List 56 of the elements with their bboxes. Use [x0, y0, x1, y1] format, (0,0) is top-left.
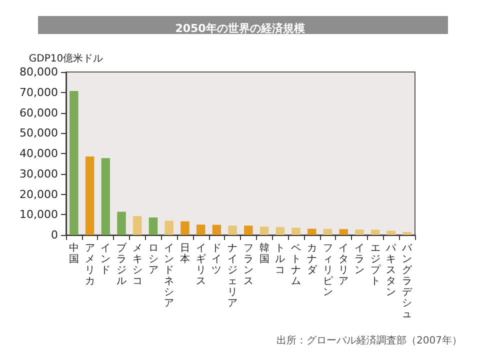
x-tick-label: ドイツ: [212, 243, 222, 276]
bar: [308, 228, 316, 235]
bar: [133, 216, 142, 235]
x-tick-label: 日本: [180, 243, 190, 265]
y-tick-label: 50,000: [20, 126, 58, 140]
x-tick-label: ベトナム: [291, 243, 302, 287]
bar: [117, 212, 126, 235]
x-tick-label: パキスタン: [385, 243, 398, 298]
x-tick-label: フィリピン: [322, 243, 333, 298]
x-tick-label: インドネシア: [164, 243, 174, 309]
chart-title: 2050年の世界の経済規模: [175, 22, 306, 35]
x-tick-label: イラン: [354, 243, 364, 276]
bar: [292, 228, 300, 235]
x-tick-label: ブラジル: [116, 242, 128, 287]
bar: [212, 224, 222, 235]
x-tick-label: アメリカ: [84, 243, 95, 287]
x-tick-label: バングラデシュ: [401, 243, 414, 320]
x-tick-label: 韓国: [259, 242, 270, 265]
bar: [101, 158, 110, 235]
y-tick-label: 80,000: [20, 66, 58, 78]
x-tick-label: イギリス: [196, 243, 206, 287]
bar: [339, 229, 348, 235]
y-tick-label: 60,000: [20, 106, 58, 120]
x-tick-label: 中国: [68, 242, 79, 265]
bar: [370, 230, 380, 235]
x-tick-label: トルコ: [275, 243, 286, 276]
bar: [70, 90, 78, 235]
y-tick-label: 20,000: [20, 188, 58, 201]
x-tick-label: エジプト: [370, 243, 382, 287]
bar: [164, 220, 174, 235]
x-tick-label: メキシコ: [132, 243, 142, 287]
text: 出所：グローバル経済調査部（2007年）: [276, 334, 462, 346]
bar: [386, 230, 396, 235]
y-tick-label: 70,000: [20, 86, 58, 99]
x-tick-label: インド: [100, 243, 111, 276]
x-tick-label: ナイジェリア: [228, 243, 238, 309]
bar: [323, 228, 332, 235]
bar: [402, 232, 412, 235]
x-tick-label: ロシア: [148, 243, 158, 276]
y-tick-label: 40,000: [20, 147, 58, 160]
bar: [196, 224, 206, 235]
x-tick-label: フランス: [243, 243, 254, 287]
bar: [148, 217, 158, 235]
y-axis-title: GDP10億米ドル: [28, 52, 104, 64]
bar: [228, 226, 237, 235]
x-tick-label: イタリア: [338, 243, 349, 287]
bar: [260, 226, 269, 235]
y-tick-label: 0: [51, 228, 58, 242]
y-tick-label: 10,000: [20, 208, 58, 222]
bar: [85, 156, 94, 235]
bar: [180, 221, 190, 235]
y-tick-label: 30,000: [20, 167, 58, 180]
bar: [276, 227, 285, 235]
bar: [244, 226, 253, 235]
bar: [355, 230, 364, 235]
x-tick-label: カナダ: [306, 243, 318, 276]
